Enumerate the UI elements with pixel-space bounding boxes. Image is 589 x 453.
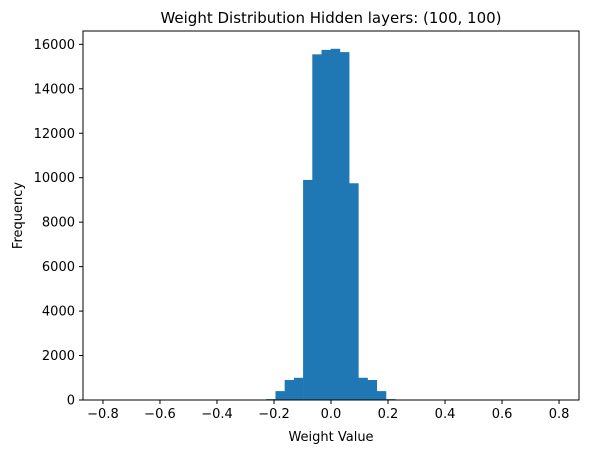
x-tick-label: −0.4 xyxy=(201,407,233,422)
x-tick-label: −0.8 xyxy=(87,407,119,422)
histogram-bar xyxy=(322,50,332,400)
y-tick-label: 10000 xyxy=(34,171,75,186)
histogram-bar xyxy=(340,52,350,400)
y-tick-label: 2000 xyxy=(42,349,75,364)
x-tick-label: −0.6 xyxy=(144,407,176,422)
y-tick-label: 12000 xyxy=(34,127,75,142)
y-tick-label: 6000 xyxy=(42,260,75,275)
x-axis-ticks: −0.8 −0.6 −0.4 −0.2 0.0 0.2 0.4 0.6 0.8 xyxy=(87,400,569,422)
histogram-bar xyxy=(368,380,378,400)
y-tick-label: 0 xyxy=(67,394,75,409)
y-axis-ticks: 0 2000 4000 6000 8000 10000 12000 14000 16000 xyxy=(34,38,83,409)
x-tick-label: 0.2 xyxy=(378,407,399,422)
y-tick-label: 14000 xyxy=(34,82,75,97)
histogram-bar xyxy=(331,49,341,400)
histogram-bar xyxy=(312,54,322,400)
histogram-bar xyxy=(303,180,313,400)
x-tick-label: 0.4 xyxy=(435,407,456,422)
x-tick-label: 0.0 xyxy=(321,407,342,422)
histogram-bar xyxy=(358,378,368,400)
y-tick-label: 4000 xyxy=(42,305,75,320)
histogram-bar xyxy=(294,378,304,400)
x-tick-label: −0.2 xyxy=(258,407,290,422)
x-axis-label: Weight Value xyxy=(288,430,373,445)
histogram-bar xyxy=(349,183,359,400)
y-axis-label: Frequency xyxy=(11,182,26,249)
y-tick-label: 8000 xyxy=(42,216,75,231)
histogram-bar xyxy=(275,391,285,400)
histogram-bar xyxy=(377,391,387,400)
x-tick-label: 0.8 xyxy=(549,407,570,422)
histogram-bar xyxy=(285,380,295,400)
x-tick-label: 0.6 xyxy=(492,407,513,422)
y-tick-label: 16000 xyxy=(34,38,75,53)
bars-group xyxy=(266,49,395,400)
chart-title: Weight Distribution Hidden layers: (100,… xyxy=(160,9,501,27)
